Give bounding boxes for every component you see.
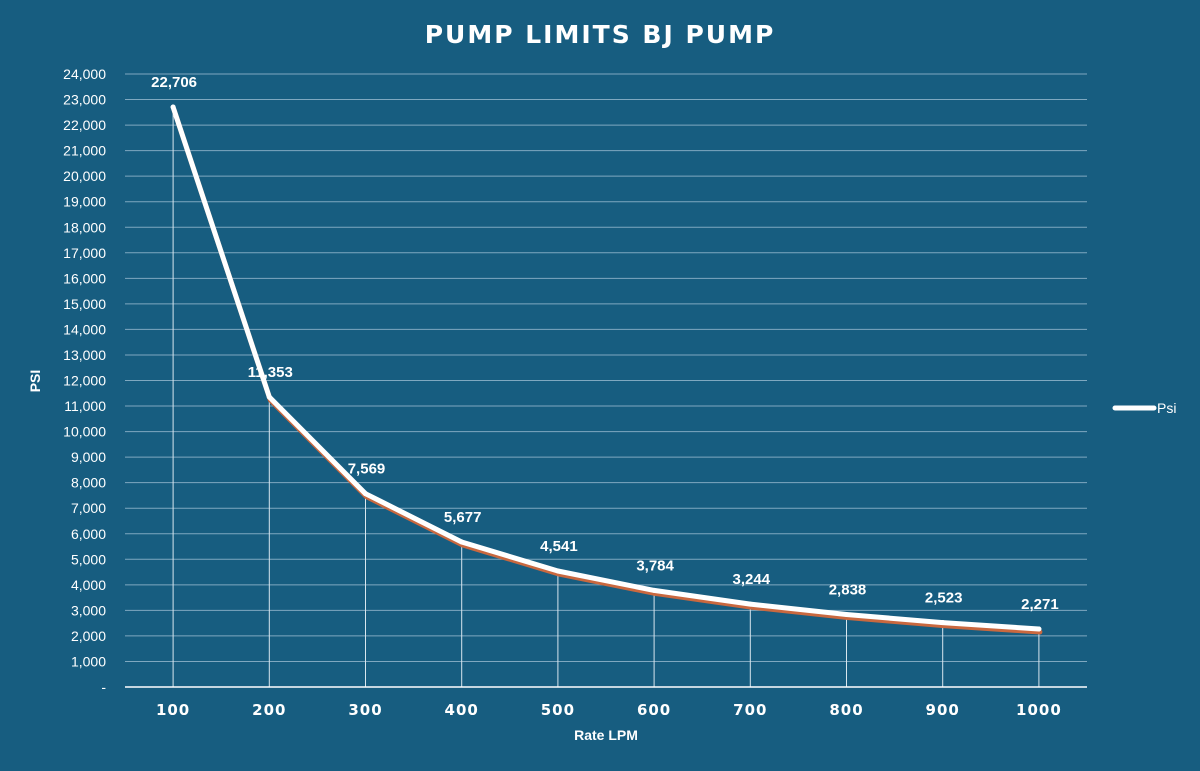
y-tick-label: 7,000 xyxy=(71,500,106,516)
legend: Psi xyxy=(1112,400,1176,416)
x-axis-ticks: 100 200 300 400 500 600 700 800 900 1000 xyxy=(156,701,1062,719)
data-label: 3,244 xyxy=(733,571,771,588)
y-tick-label: - xyxy=(101,679,106,695)
y-tick-label: 10,000 xyxy=(63,424,106,440)
data-label: 2,271 xyxy=(1021,596,1059,613)
y-tick-label: 20,000 xyxy=(63,168,106,184)
x-axis-label: Rate LPM xyxy=(574,727,638,743)
data-point xyxy=(747,601,753,607)
data-label: 22,706 xyxy=(151,74,197,91)
data-label: 7,569 xyxy=(348,461,386,478)
drop-lines xyxy=(172,107,1040,687)
x-tick-label: 800 xyxy=(829,701,863,719)
y-tick-label: 24,000 xyxy=(63,66,106,82)
data-point xyxy=(363,491,368,497)
y-tick-label: 1,000 xyxy=(71,653,106,669)
y-tick-label: 21,000 xyxy=(63,143,106,159)
data-point xyxy=(940,620,946,626)
x-tick-label: 500 xyxy=(541,701,575,719)
x-tick-label: 200 xyxy=(252,701,286,719)
y-tick-label: 2,000 xyxy=(71,628,106,644)
y-tick-label: 6,000 xyxy=(71,526,106,542)
x-tick-label: 300 xyxy=(348,701,382,719)
y-tick-label: 5,000 xyxy=(71,551,106,567)
data-label: 5,677 xyxy=(444,509,482,526)
y-tick-label: 3,000 xyxy=(71,602,106,618)
y-tick-label: 17,000 xyxy=(63,245,106,261)
y-axis-ticks: - 1,000 2,000 3,000 4,000 5,000 6,000 7,000 8,00… xyxy=(63,66,106,695)
data-label: 2,838 xyxy=(829,582,867,599)
series-psi xyxy=(170,104,1043,635)
y-tick-label: 11,000 xyxy=(64,398,106,414)
data-label: 11,353 xyxy=(248,364,293,381)
y-tick-label: 23,000 xyxy=(63,92,106,108)
x-tick-label: 1000 xyxy=(1016,701,1062,719)
data-point xyxy=(555,568,561,574)
series-line-shadow xyxy=(171,107,1043,635)
y-tick-label: 18,000 xyxy=(63,219,106,235)
y-tick-label: 19,000 xyxy=(63,194,106,210)
data-point xyxy=(266,394,272,400)
y-tick-label: 16,000 xyxy=(63,270,106,286)
x-tick-label: 600 xyxy=(637,701,671,719)
y-tick-label: 8,000 xyxy=(71,475,106,491)
data-label: 3,784 xyxy=(636,557,674,574)
chart-title: PUMP LIMITS BJ PUMP xyxy=(425,20,776,49)
data-label: 2,523 xyxy=(925,590,963,607)
legend-label: Psi xyxy=(1157,400,1176,416)
x-tick-label: 100 xyxy=(156,701,190,719)
data-point xyxy=(651,587,657,593)
y-tick-label: 13,000 xyxy=(63,347,106,363)
data-label: 4,541 xyxy=(540,538,578,555)
data-point xyxy=(170,104,176,110)
y-tick-label: 12,000 xyxy=(63,373,106,389)
gridlines xyxy=(125,73,1087,662)
y-tick-label: 9,000 xyxy=(71,449,106,465)
y-axis-label: PSI xyxy=(27,370,43,393)
data-point xyxy=(1036,626,1042,632)
x-tick-label: 900 xyxy=(926,701,960,719)
y-tick-label: 15,000 xyxy=(63,296,106,312)
data-point xyxy=(459,539,465,545)
x-tick-label: 700 xyxy=(733,701,767,719)
y-tick-label: 14,000 xyxy=(63,321,106,337)
y-tick-label: 22,000 xyxy=(63,117,106,133)
x-tick-label: 400 xyxy=(445,701,479,719)
data-labels: 22,706 11,353 7,569 5,677 4,541 3,784 3,244 2,8… xyxy=(151,74,1059,613)
y-tick-label: 4,000 xyxy=(71,577,106,593)
data-point xyxy=(844,612,849,618)
series-line xyxy=(170,104,1042,632)
